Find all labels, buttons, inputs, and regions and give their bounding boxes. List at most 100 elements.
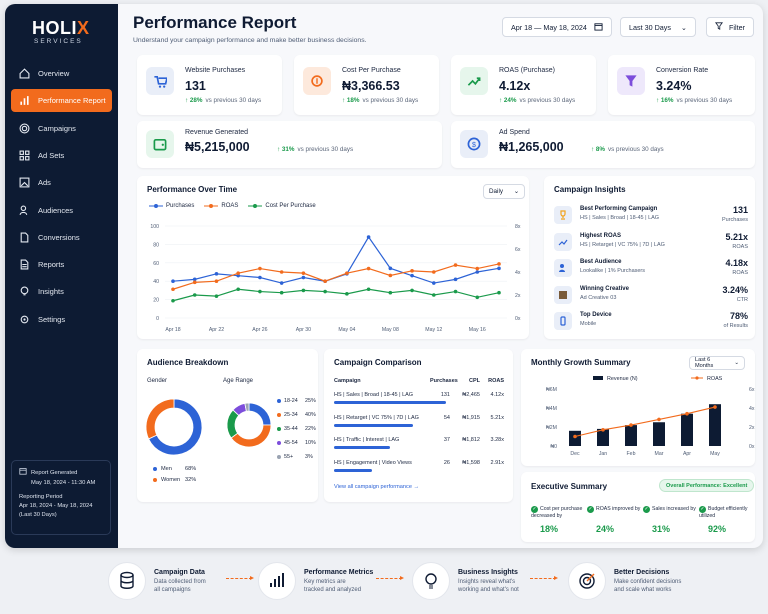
data-point[interactable] (279, 281, 284, 285)
data-point[interactable] (475, 295, 480, 300)
data-point[interactable] (171, 287, 175, 292)
data-point[interactable] (685, 411, 689, 416)
data-point[interactable] (388, 290, 393, 295)
bar-revenue-feb[interactable] (625, 425, 637, 446)
data-point[interactable] (388, 273, 393, 278)
sidebar-item-insights[interactable]: Insights (11, 280, 112, 303)
data-point[interactable] (214, 279, 219, 283)
data-point[interactable] (236, 273, 240, 278)
data-point[interactable] (497, 290, 501, 295)
sidebar-item-settings[interactable]: Settings (11, 308, 112, 331)
bar-revenue-dec[interactable] (569, 430, 581, 446)
data-point[interactable] (453, 289, 458, 294)
data-point[interactable] (345, 271, 349, 275)
sidebar-item-campaigns[interactable]: Campaigns (11, 117, 112, 140)
legend-item[interactable]: ROAS (204, 203, 238, 209)
bar-revenue-jan[interactable] (597, 428, 609, 446)
insight-item[interactable]: Best Performing Campaign HS | Sales | Bro… (554, 204, 748, 227)
data-point[interactable] (432, 270, 436, 274)
pie-slice-men[interactable] (148, 398, 203, 456)
granularity-select[interactable]: Daily ⌄ (483, 184, 525, 199)
data-point[interactable] (301, 275, 306, 280)
funnel-icon (617, 67, 645, 95)
data-point[interactable] (713, 405, 717, 409)
data-point[interactable] (475, 266, 480, 271)
data-point[interactable] (236, 271, 240, 275)
data-point[interactable] (410, 273, 414, 278)
data-point[interactable] (171, 298, 175, 303)
data-point[interactable] (432, 293, 436, 297)
sidebar-item-label: Insights (38, 287, 64, 297)
sidebar-item-audiences[interactable]: Audiences (11, 199, 112, 222)
audience-title: Audience Breakdown (147, 358, 229, 367)
data-point[interactable] (192, 277, 197, 282)
legend-dot (277, 455, 281, 459)
data-point[interactable] (192, 280, 197, 285)
data-point[interactable] (258, 275, 262, 280)
sidebar-item-overview[interactable]: Overview (11, 62, 112, 85)
sidebar-item-performance-report[interactable]: Performance Report (11, 89, 112, 113)
insight-item[interactable]: Best Audience Lookalike | 1% Purchasers 4.… (554, 257, 748, 280)
pie-slice-women[interactable] (145, 398, 175, 440)
pie-slice-25-34[interactable] (230, 424, 272, 448)
data-point[interactable] (657, 417, 661, 422)
data-point[interactable] (601, 428, 605, 432)
insight-item[interactable]: Winning Creative Ad Creative 03 3.24% CTR (554, 284, 748, 307)
sidebar-item-reports[interactable]: Reports (11, 253, 112, 276)
data-point[interactable] (192, 293, 197, 297)
sidebar-item-ads[interactable]: Ads (11, 171, 112, 194)
x-tick-label: Jan (599, 451, 607, 457)
sidebar-item-conversions[interactable]: Conversions (11, 226, 112, 249)
data-point[interactable] (258, 289, 262, 294)
bar-revenue-may[interactable] (709, 404, 721, 446)
bar-revenue-mar[interactable] (653, 422, 665, 446)
arrow-right-icon: → (413, 484, 420, 490)
data-point[interactable] (236, 287, 240, 292)
period-select[interactable]: Last 30 Days ⌄ (620, 17, 696, 37)
data-point[interactable] (279, 290, 284, 295)
data-point[interactable] (388, 266, 393, 271)
legend-item[interactable]: Purchases (149, 203, 194, 209)
data-point[interactable] (214, 294, 219, 298)
data-point[interactable] (301, 271, 306, 275)
data-point[interactable] (453, 263, 458, 267)
sidebar-item-ad-sets[interactable]: Ad Sets (11, 144, 112, 167)
data-point[interactable] (629, 423, 633, 427)
monthly-growth-card: Monthly Growth Summary Last 6 Months ⌄ Re… (521, 349, 755, 466)
data-point[interactable] (475, 270, 480, 274)
data-point[interactable] (497, 266, 501, 271)
insight-item[interactable]: Highest ROAS HS | Retarget | VC 75% | 7D … (554, 231, 748, 254)
data-point[interactable] (323, 279, 327, 283)
insight-item[interactable]: Top Device Mobile 78% of Results (554, 310, 748, 333)
data-point[interactable] (214, 272, 219, 276)
date-range-picker[interactable]: Apr 18 — May 18, 2024 (502, 17, 612, 37)
view-all-link[interactable]: View all campaign performance → (334, 484, 420, 490)
data-point[interactable] (301, 288, 306, 293)
data-point[interactable] (410, 288, 414, 293)
data-point[interactable] (366, 287, 371, 292)
pie-slice-18-24[interactable] (248, 402, 272, 426)
data-point[interactable] (366, 235, 371, 239)
brand-logo[interactable]: HOLIX (32, 18, 90, 38)
gender-legend-item: Women 32% (153, 477, 196, 483)
summary-value: 24% (596, 524, 615, 534)
data-point[interactable] (258, 266, 262, 271)
pie-slice-55+[interactable] (244, 402, 250, 412)
data-point[interactable] (345, 292, 349, 296)
bar-revenue-apr[interactable] (681, 413, 693, 446)
growth-range-select[interactable]: Last 6 Months ⌄ (689, 356, 745, 370)
data-point[interactable] (323, 289, 327, 294)
data-point[interactable] (366, 266, 371, 271)
data-point[interactable] (279, 270, 284, 274)
users-icon (18, 204, 30, 216)
filter-button[interactable]: Filter (706, 17, 754, 37)
data-point[interactable] (497, 262, 501, 266)
x-tick-label: Feb (627, 451, 636, 457)
legend-item[interactable]: Cost Per Purchase (248, 203, 316, 209)
data-point[interactable] (410, 269, 414, 273)
data-point[interactable] (453, 277, 458, 282)
data-point[interactable] (573, 434, 577, 439)
data-point[interactable] (432, 281, 436, 285)
data-point[interactable] (171, 279, 175, 283)
legend-dot (277, 413, 281, 417)
